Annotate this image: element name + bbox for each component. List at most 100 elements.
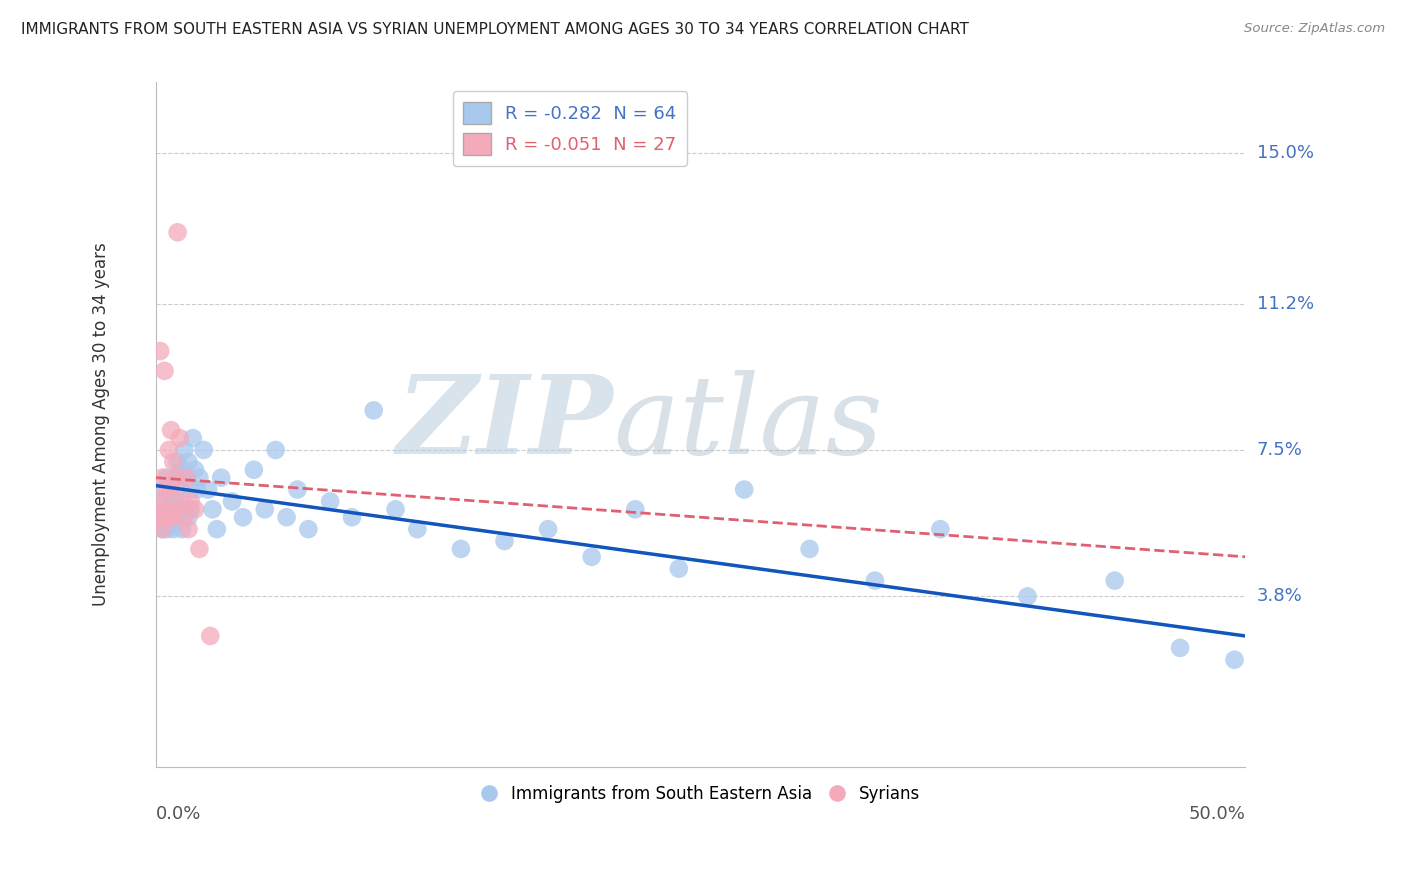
Point bbox=[200, 629, 222, 643]
Point bbox=[162, 522, 184, 536]
Point bbox=[160, 483, 183, 497]
Point bbox=[733, 483, 755, 497]
Point bbox=[297, 522, 319, 536]
Point bbox=[157, 502, 180, 516]
Point bbox=[799, 541, 821, 556]
Point bbox=[165, 502, 187, 516]
Point bbox=[188, 541, 211, 556]
Point bbox=[153, 483, 176, 497]
Point bbox=[176, 471, 198, 485]
Point bbox=[624, 502, 647, 516]
Point bbox=[156, 471, 179, 485]
Point bbox=[169, 483, 191, 497]
Point bbox=[243, 463, 266, 477]
Text: 15.0%: 15.0% bbox=[1257, 145, 1313, 162]
Point bbox=[146, 510, 169, 524]
Point bbox=[197, 483, 219, 497]
Point bbox=[264, 442, 287, 457]
Text: atlas: atlas bbox=[613, 370, 883, 478]
Point bbox=[209, 471, 232, 485]
Point bbox=[162, 494, 184, 508]
Point bbox=[384, 502, 406, 516]
Point bbox=[537, 522, 560, 536]
Point bbox=[188, 471, 211, 485]
Point bbox=[150, 522, 173, 536]
Point bbox=[668, 562, 690, 576]
Point bbox=[186, 483, 208, 497]
Point bbox=[173, 510, 195, 524]
Point bbox=[201, 502, 224, 516]
Text: ZIP: ZIP bbox=[396, 370, 613, 478]
Point bbox=[162, 510, 184, 524]
Point bbox=[169, 431, 191, 445]
Point bbox=[1223, 653, 1246, 667]
Point bbox=[173, 442, 195, 457]
Point bbox=[157, 510, 180, 524]
Point bbox=[170, 522, 193, 536]
Point bbox=[150, 494, 173, 508]
Point bbox=[863, 574, 886, 588]
Text: Unemployment Among Ages 30 to 34 years: Unemployment Among Ages 30 to 34 years bbox=[93, 243, 110, 607]
Point bbox=[1017, 590, 1039, 604]
Point bbox=[176, 471, 198, 485]
Point bbox=[340, 510, 363, 524]
Text: IMMIGRANTS FROM SOUTH EASTERN ASIA VS SYRIAN UNEMPLOYMENT AMONG AGES 30 TO 34 YE: IMMIGRANTS FROM SOUTH EASTERN ASIA VS SY… bbox=[21, 22, 969, 37]
Point bbox=[150, 522, 173, 536]
Point bbox=[180, 502, 202, 516]
Point bbox=[160, 423, 183, 437]
Text: 3.8%: 3.8% bbox=[1257, 588, 1302, 606]
Point bbox=[149, 344, 172, 359]
Point bbox=[165, 471, 187, 485]
Point bbox=[253, 502, 276, 516]
Point bbox=[205, 522, 228, 536]
Point bbox=[581, 549, 603, 564]
Point bbox=[170, 463, 193, 477]
Point bbox=[232, 510, 254, 524]
Point bbox=[184, 463, 207, 477]
Point bbox=[166, 225, 188, 239]
Point bbox=[193, 442, 215, 457]
Point bbox=[156, 502, 179, 516]
Point bbox=[153, 364, 176, 378]
Point bbox=[177, 455, 200, 469]
Point bbox=[450, 541, 472, 556]
Text: 7.5%: 7.5% bbox=[1257, 441, 1302, 459]
Point bbox=[177, 510, 200, 524]
Point bbox=[165, 502, 187, 516]
Point bbox=[165, 471, 187, 485]
Point bbox=[319, 494, 342, 508]
Point bbox=[1104, 574, 1126, 588]
Point bbox=[363, 403, 385, 417]
Point bbox=[153, 510, 176, 524]
Legend: Immigrants from South Eastern Asia, Syrians: Immigrants from South Eastern Asia, Syri… bbox=[474, 779, 927, 810]
Point bbox=[181, 431, 204, 445]
Point bbox=[494, 534, 516, 549]
Point bbox=[173, 502, 195, 516]
Point bbox=[177, 522, 200, 536]
Point bbox=[160, 491, 183, 505]
Point bbox=[929, 522, 952, 536]
Point bbox=[150, 471, 173, 485]
Text: 0.0%: 0.0% bbox=[156, 805, 201, 823]
Text: 50.0%: 50.0% bbox=[1188, 805, 1246, 823]
Point bbox=[157, 510, 180, 524]
Point bbox=[180, 494, 202, 508]
Text: Source: ZipAtlas.com: Source: ZipAtlas.com bbox=[1244, 22, 1385, 36]
Text: 11.2%: 11.2% bbox=[1257, 294, 1313, 312]
Point bbox=[287, 483, 309, 497]
Point bbox=[406, 522, 429, 536]
Point bbox=[221, 494, 243, 508]
Point bbox=[156, 522, 179, 536]
Point bbox=[162, 455, 184, 469]
Point bbox=[149, 494, 172, 508]
Point bbox=[166, 455, 188, 469]
Point bbox=[153, 502, 176, 516]
Point bbox=[157, 442, 180, 457]
Point bbox=[184, 502, 207, 516]
Point bbox=[170, 494, 193, 508]
Point bbox=[149, 510, 172, 524]
Point bbox=[156, 483, 179, 497]
Point bbox=[180, 483, 202, 497]
Point bbox=[1168, 640, 1191, 655]
Point bbox=[276, 510, 298, 524]
